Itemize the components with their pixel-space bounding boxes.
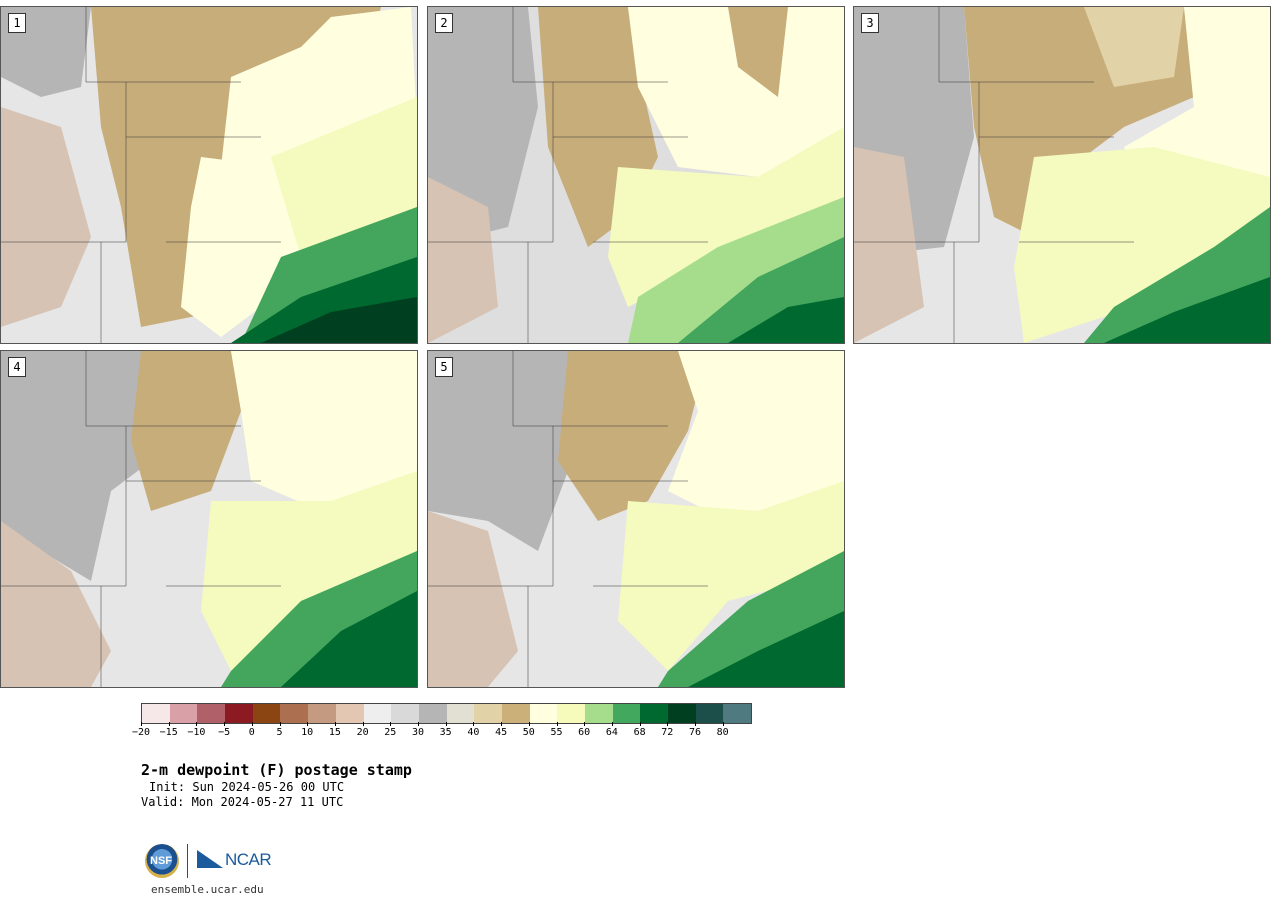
colorbar-tick xyxy=(251,722,253,726)
colorbar-tick xyxy=(695,722,696,726)
colorbar-swatch xyxy=(612,704,641,723)
colorbar-tick xyxy=(667,722,669,726)
logo-area: NSF NCAR xyxy=(145,842,285,880)
colorbar-swatch xyxy=(418,704,447,723)
colorbar-tick xyxy=(168,722,170,726)
colorbar-tick-label: 55 xyxy=(550,727,563,738)
map-panel-1[interactable]: 1 xyxy=(0,6,418,344)
colorbar-swatch xyxy=(640,704,669,723)
valid-time: Valid: Mon 2024-05-27 11 UTC xyxy=(141,795,344,809)
colorbar-swatch xyxy=(169,704,198,723)
colorbar-tick-label: 60 xyxy=(578,727,591,738)
site-url[interactable]: ensemble.ucar.edu xyxy=(151,883,264,896)
colorbar-tick xyxy=(556,722,558,726)
colorbar-tick-label: 76 xyxy=(688,727,702,738)
colorbar-tick-label: −10 xyxy=(187,727,206,738)
colorbar-tick xyxy=(224,722,226,726)
map-panel-3[interactable]: 3 xyxy=(853,6,1271,344)
colorbar-tick-label: −15 xyxy=(159,727,178,738)
colorbar-swatch xyxy=(501,704,530,723)
colorbar-tick xyxy=(279,722,281,726)
colorbar-tick-label: 5 xyxy=(276,727,283,738)
logo-divider xyxy=(187,844,188,878)
colorbar-ticks: −20 −15 −10 −5 0 5 10 15 20 25 30 35 40 45 50 55 60 64 68 7… xyxy=(132,722,755,742)
colorbar-tick xyxy=(362,722,364,726)
panel-number: 4 xyxy=(8,357,26,377)
colorbar-tick xyxy=(390,722,392,726)
nsf-logo-text: NSF xyxy=(150,855,172,867)
colorbar-tick xyxy=(501,722,503,726)
panel-number: 5 xyxy=(435,357,453,377)
colorbar-tick-label: 45 xyxy=(495,727,508,738)
colorbar-swatch xyxy=(252,704,281,723)
colorbar-tick xyxy=(639,722,641,726)
colorbar-tick xyxy=(307,722,309,726)
colorbar-tick-label: 64 xyxy=(605,727,618,738)
panel-number: 1 xyxy=(8,13,26,33)
map-panel-4[interactable]: 4 xyxy=(0,350,418,688)
colorbar-tick-label: 35 xyxy=(439,727,452,738)
colorbar-tick-label: 20 xyxy=(356,727,369,738)
ncar-logo-text: NCAR xyxy=(225,850,272,869)
colorbar-tick xyxy=(584,722,586,726)
colorbar-tick-label: −20 xyxy=(131,727,151,738)
colorbar-swatch xyxy=(197,704,226,723)
colorbar-swatch xyxy=(695,704,724,723)
colorbar-tick xyxy=(141,722,142,726)
dewpoint-map-4 xyxy=(1,351,417,687)
colorbar-tick-label: 0 xyxy=(248,727,255,738)
colorbar-swatch xyxy=(225,704,253,723)
colorbar-tick xyxy=(611,722,613,726)
colorbar-tick-label: 15 xyxy=(328,727,341,738)
colorbar-swatch xyxy=(335,704,364,723)
colorbar-swatch xyxy=(585,704,613,723)
colorbar-swatch xyxy=(557,704,585,723)
nsf-logo: NSF xyxy=(145,844,179,878)
colorbar-tick xyxy=(528,722,530,726)
colorbar-tick-label: 50 xyxy=(522,727,535,738)
colorbar-tick xyxy=(722,722,724,726)
colorbar-swatch xyxy=(446,704,475,723)
colorbar-tick-label: 10 xyxy=(301,727,314,738)
colorbar-swatch xyxy=(391,704,419,723)
colorbar-swatch xyxy=(142,704,170,723)
colorbar-swatch xyxy=(280,704,309,723)
map-panel-2[interactable]: 2 xyxy=(427,6,845,344)
colorbar-swatch xyxy=(474,704,502,723)
colorbar-tick-label: −5 xyxy=(218,727,231,738)
colorbar-tick-label: 40 xyxy=(467,727,480,738)
dewpoint-map-1 xyxy=(1,7,417,343)
colorbar-swatch xyxy=(363,704,392,723)
figure-title: 2-m dewpoint (F) postage stamp xyxy=(141,761,412,779)
dewpoint-map-3 xyxy=(854,7,1270,343)
panel-number: 3 xyxy=(861,13,879,33)
colorbar-tick-label: 68 xyxy=(633,727,646,738)
init-time: Init: Sun 2024-05-26 00 UTC xyxy=(149,780,345,794)
colorbar-swatch xyxy=(529,704,558,723)
colorbar-swatch xyxy=(668,704,696,723)
colorbar-tick-label: 25 xyxy=(384,727,397,738)
dewpoint-map-2 xyxy=(428,7,844,343)
colorbar xyxy=(141,703,753,724)
panel-number: 2 xyxy=(435,13,453,33)
colorbar-swatch xyxy=(308,704,336,723)
colorbar-tick-label: 30 xyxy=(411,727,425,738)
dewpoint-map-5 xyxy=(428,351,844,687)
colorbar-tick xyxy=(473,722,475,726)
colorbar-tick xyxy=(196,722,198,726)
colorbar-tick xyxy=(418,722,419,726)
map-panel-5[interactable]: 5 xyxy=(427,350,845,688)
ncar-mark-icon xyxy=(197,850,223,868)
colorbar-tick xyxy=(334,722,336,726)
colorbar-tick-label: 80 xyxy=(716,727,729,738)
colorbar-swatch xyxy=(723,704,752,723)
colorbar-tick-label: 72 xyxy=(661,727,674,738)
colorbar-tick xyxy=(445,722,447,726)
